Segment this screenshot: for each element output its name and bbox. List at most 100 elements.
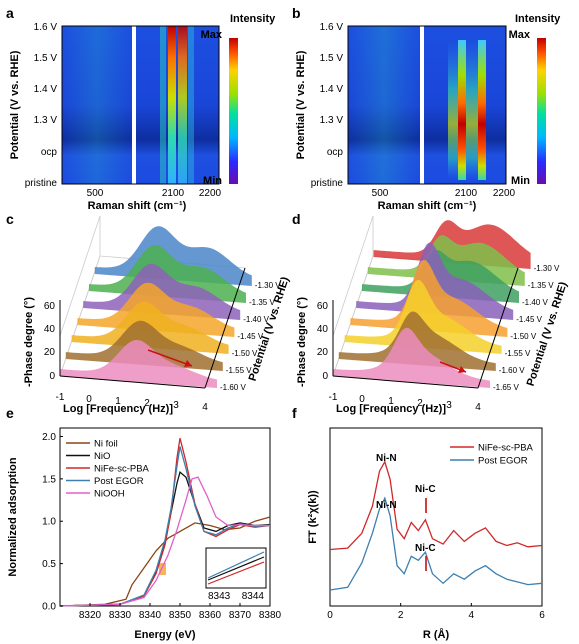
y-tick: 60 [317, 301, 329, 312]
x-axis-label-d: Log [Frequency (Hz)] [336, 403, 446, 415]
x-tick: 1 [388, 396, 394, 407]
potential-tick: -1.35 V [528, 281, 554, 290]
y-tick: 20 [317, 347, 329, 358]
y-tick: 1.0 [42, 517, 56, 528]
y-tick: ocp [327, 147, 344, 158]
y-tick: ocp [41, 147, 58, 158]
legend-label: Ni foil [94, 439, 118, 450]
colorbar-max-a: Max [201, 29, 223, 41]
x-tick: 4 [202, 402, 208, 413]
y-tick: 1.3 V [34, 115, 58, 126]
inset-line [207, 556, 265, 581]
y-tick: pristine [25, 178, 58, 189]
legend-label: Post EGOR [94, 476, 144, 487]
heatmap-high-region-a [136, 26, 219, 184]
inset-line [207, 561, 265, 585]
x-ticks-a: 500 2100 2200 [87, 188, 222, 199]
potential-tick: -1.60 V [499, 366, 525, 375]
y-tick: 1.5 V [34, 53, 58, 64]
y-tick: pristine [311, 178, 344, 189]
colorbar-title-a: Intensity [230, 13, 276, 25]
inset-x-tick: 8343 [208, 591, 231, 602]
x-ticks-c: -1 0 1 2 3 4 [56, 392, 209, 413]
x-tick: 4 [469, 610, 475, 621]
x-tick: 8360 [199, 610, 222, 621]
y-tick: 2.0 [42, 432, 56, 443]
series-line [59, 476, 270, 607]
trend-arrowhead [184, 360, 192, 367]
x-tick: 8370 [229, 610, 252, 621]
bode-waterfall-c [60, 226, 252, 388]
potential-tick: -1.65 V [493, 383, 519, 392]
x-tick: 2200 [493, 188, 516, 199]
y-tick: 0 [49, 371, 55, 382]
axis-break [420, 26, 424, 184]
y-ticks-c: 0 20 40 60 [44, 301, 56, 382]
x-axis-label-e: Energy (eV) [134, 629, 195, 641]
y-tick: 1.5 [42, 474, 56, 485]
xanes-chart-e: 8320 8330 8340 8350 8360 8370 8380 0.0 0.5 1.0 1.… [7, 427, 282, 641]
trend-arrowhead [458, 366, 466, 373]
series-line [329, 496, 543, 591]
panel-label-f: f [292, 405, 297, 421]
x-tick: 8330 [109, 610, 132, 621]
axis-break [132, 26, 136, 184]
y-tick: 0.0 [42, 602, 56, 613]
x-tick: 500 [372, 188, 389, 199]
y-ticks-d: 0 20 40 60 [317, 301, 329, 382]
bode-3d-d: -1 0 1 2 3 4 0 20 40 60 -1.30 V-1.35 V-1… [296, 215, 570, 415]
series-line [329, 460, 543, 551]
colorbar-max-b: Max [509, 29, 531, 41]
y-tick: 0 [322, 371, 328, 382]
bode-trace [60, 340, 217, 388]
y-ticks-a: 1.6 V 1.5 V 1.4 V 1.3 V ocp pristine [25, 22, 58, 189]
y-tick: 1.4 V [320, 84, 344, 95]
plot-frame [61, 25, 220, 185]
annotation-ni-n-bottom: Ni-N [376, 500, 397, 511]
panel-label-d: d [292, 211, 301, 227]
x-tick: 8380 [259, 610, 282, 621]
legend-label: NiFe-sc-PBA [478, 443, 534, 454]
colorbar-title-b: Intensity [515, 13, 561, 25]
y-tick: 1.3 V [320, 115, 344, 126]
x-tick: 6 [539, 610, 545, 621]
x-ticks-d: -1 0 1 2 3 4 [329, 392, 482, 413]
y-axis-label-f: FT (k²χ(k)) [307, 490, 319, 544]
x-tick: 1 [115, 396, 121, 407]
potential-tick: -1.50 V [232, 349, 258, 358]
zoom-marker [159, 563, 166, 575]
x-axis-line [59, 375, 206, 389]
colorbar-a [229, 38, 238, 184]
potential-tick: -1.55 V [505, 349, 531, 358]
heatmap-shoulder [188, 26, 194, 184]
heatmap-streak [62, 26, 132, 184]
trend-arrow [147, 349, 193, 367]
plot-frame [347, 25, 507, 185]
potential-tick: -1.50 V [510, 332, 536, 341]
x-tick: 0 [327, 610, 333, 621]
y-tick: 1.4 V [34, 84, 58, 95]
x-tick: 2 [417, 398, 423, 409]
heatmap-peak [168, 26, 176, 184]
potential-ticks-c: -1.30 V -1.35 V -1.40 V -1.45 V -1.50 V -1.55… [220, 281, 281, 392]
heatmap-streak [348, 26, 420, 184]
y-tick: 1.6 V [34, 22, 58, 33]
raman-map-b: 1.6 V 1.5 V 1.4 V 1.3 V ocp pristine 500… [295, 13, 561, 212]
legend-label: NiOOH [94, 489, 125, 500]
x-ticks-b: 500 2100 2200 [372, 188, 516, 199]
series-line [59, 516, 271, 607]
exafs-lines [329, 460, 543, 591]
inset-x-tick: 8344 [242, 591, 265, 602]
x-ticks-f: 0 2 4 6 [327, 603, 545, 621]
potential-ticks-d: -1.30 V -1.35 V -1.40 V -1.45 V -1.50 V -1.55… [493, 264, 560, 392]
legend-label: NiFe-sc-PBA [94, 464, 150, 475]
x-tick: 2100 [162, 188, 185, 199]
y-tick: 0.5 [42, 559, 56, 570]
panel-label-b: b [292, 5, 301, 21]
potential-tick: -1.35 V [249, 298, 275, 307]
potential-tick: -1.40 V [522, 298, 548, 307]
y-tick: 1.6 V [320, 22, 344, 33]
legend-label: NiO [94, 451, 110, 462]
annotation-ni-c-top: Ni-C [415, 484, 436, 495]
bode-trace [344, 279, 502, 354]
